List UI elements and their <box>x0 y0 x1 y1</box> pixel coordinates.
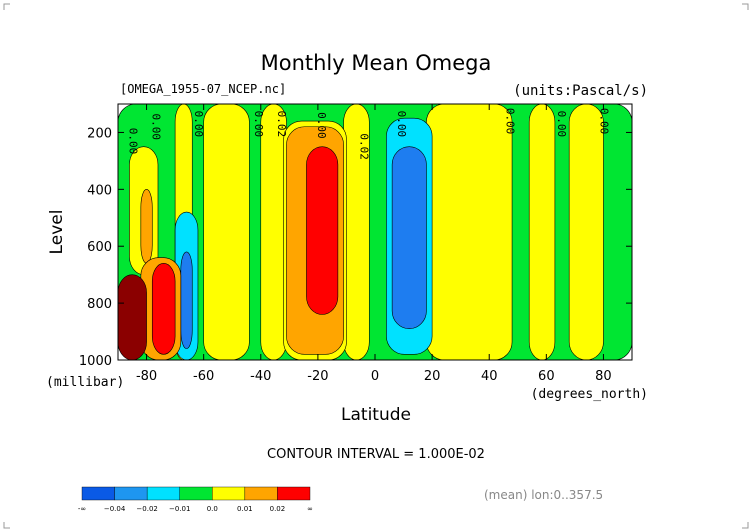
x-tick-label: -80 <box>136 369 157 384</box>
axes: -80 -60 -40 -20 0 20 40 60 80 200 400 600 800 1000 <box>79 103 633 384</box>
contour-region-red <box>306 146 339 315</box>
colorbar-swatch <box>114 486 148 501</box>
contour-label: 0.00 <box>598 108 611 135</box>
contour-label: 0.00 <box>555 111 568 137</box>
units-label: (units:Pascal/s) <box>513 83 648 99</box>
colorbar-label: −0.02 <box>136 505 157 513</box>
contour-label: 0.00 <box>395 111 408 137</box>
contour-label: 0.00 <box>192 111 205 137</box>
colorbar-swatch <box>146 486 180 501</box>
crop-marks <box>3 3 749 529</box>
file-label: [OMEGA_1955-07_NCEP.nc] <box>120 82 286 96</box>
contour-region-orange <box>140 189 153 264</box>
contour-label: 0.02 <box>275 111 288 137</box>
contour-region-yellow <box>203 104 250 360</box>
x-tick-label: 80 <box>595 369 612 384</box>
contour-region-yellow <box>426 104 513 360</box>
x-tick-label: 60 <box>538 369 555 384</box>
contour-region-yellow <box>260 104 287 360</box>
x-tick-label: 20 <box>424 369 441 384</box>
contour-label: 0.00 <box>149 114 162 141</box>
x-tick-label: -20 <box>307 369 328 384</box>
colorbar-swatch <box>277 486 311 501</box>
contour-region-blue <box>180 251 193 349</box>
colorbar-swatch <box>244 486 278 501</box>
contour-interval-text: CONTOUR INTERVAL = 1.000E-02 <box>267 447 485 462</box>
colorbar-label: −0.04 <box>104 505 126 513</box>
plot-area: 0.00 0.00 0.00 0.00 0.02 0.00 0.02 0.00 0.00 0.00… <box>118 104 632 360</box>
colorbar-label: 0.0 <box>207 505 218 513</box>
colorbar: -∞ −0.04 −0.02 −0.01 0.0 0.01 0.02 ∞ <box>78 486 313 513</box>
x-tick-label: 0 <box>371 369 379 384</box>
y-axis-label: Level <box>47 210 67 255</box>
contour-label: 0.00 <box>252 111 265 137</box>
contour-label: 0.00 <box>503 108 516 135</box>
colorbar-label: ∞ <box>307 505 313 513</box>
x-tick-label: 40 <box>481 369 498 384</box>
colorbar-label: -∞ <box>78 505 86 513</box>
y-tick-label: 200 <box>87 126 112 141</box>
x-tick-label: -40 <box>250 369 271 384</box>
contour-label: 0.00 <box>126 128 139 155</box>
contour-region-blue <box>391 146 427 330</box>
contour-region-yellow <box>528 104 556 360</box>
contour-label: 0.02 <box>358 133 371 160</box>
contour-label: 0.00 <box>315 112 328 139</box>
y-tick-label: 800 <box>87 297 112 312</box>
chart-title: Monthly Mean Omega <box>261 51 492 75</box>
colorbar-label: 0.02 <box>270 505 286 513</box>
footer-text: (mean) lon:0..357.5 <box>484 488 603 502</box>
colorbar-label: −0.01 <box>169 505 190 513</box>
x-axis-label: Latitude <box>341 405 411 425</box>
contour-region-yellow <box>568 104 604 360</box>
y-tick-label: 1000 <box>79 354 112 369</box>
colorbar-swatch <box>81 486 115 501</box>
contour-region-maroon <box>118 274 147 360</box>
y-axis-units: (millibar) <box>46 375 124 390</box>
x-axis-units: (degrees_north) <box>531 387 648 402</box>
y-tick-label: 400 <box>87 183 112 198</box>
y-tick-label: 600 <box>87 240 112 255</box>
colorbar-label: 0.01 <box>237 505 253 513</box>
contour-region-red <box>151 262 176 355</box>
colorbar-swatch <box>212 486 246 501</box>
x-tick-label: -60 <box>193 369 214 384</box>
colorbar-swatch <box>179 486 213 501</box>
